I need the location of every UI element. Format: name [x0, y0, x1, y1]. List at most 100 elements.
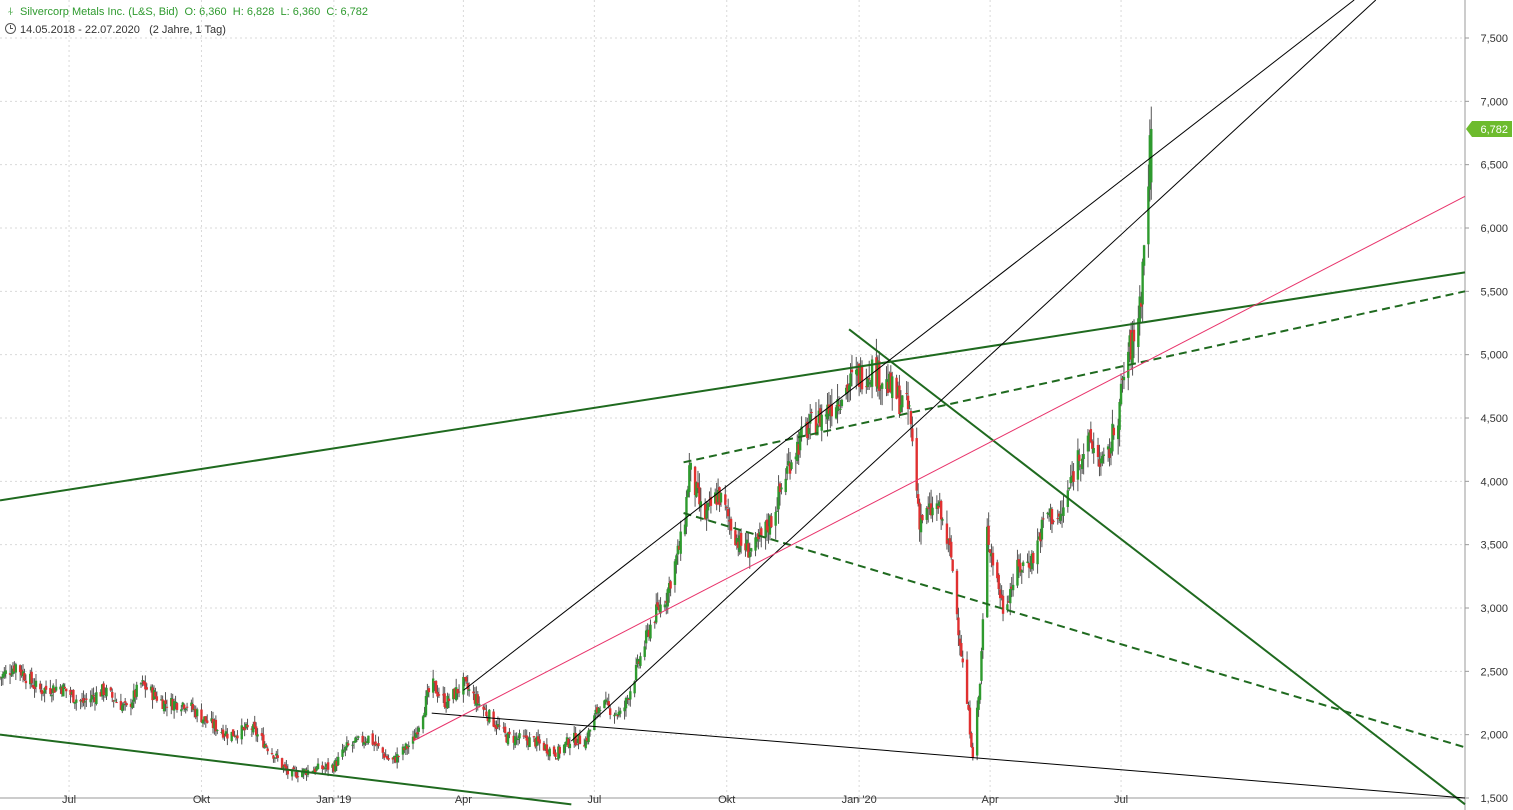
candle-body: [794, 456, 798, 460]
candle: [547, 749, 550, 761]
candle-body: [814, 416, 818, 435]
candle-body: [453, 688, 456, 699]
candle: [980, 647, 983, 685]
candle: [827, 391, 831, 421]
candle: [564, 741, 567, 754]
candle: [908, 400, 911, 410]
candle-body: [552, 746, 556, 755]
candle: [411, 730, 415, 750]
candle-body: [614, 713, 618, 715]
candle-body: [312, 770, 315, 773]
trendline: [463, 0, 1355, 691]
candle: [787, 448, 790, 467]
candle: [183, 703, 186, 712]
candle-body: [998, 589, 1002, 599]
candle: [285, 760, 288, 776]
candle-body: [286, 768, 290, 775]
candle: [125, 702, 128, 707]
candle-body: [395, 754, 399, 763]
candle: [1060, 500, 1064, 528]
candle-body: [634, 664, 638, 681]
candle: [466, 675, 469, 696]
candle-body: [699, 501, 703, 508]
candle-body: [403, 747, 406, 751]
candle: [764, 520, 767, 550]
candle-body: [151, 687, 154, 701]
candle-body: [43, 688, 46, 694]
candle: [203, 716, 206, 725]
candle-body: [64, 688, 68, 692]
candle: [1138, 285, 1141, 336]
candle: [950, 535, 953, 560]
candle-body: [947, 538, 950, 540]
candle-body: [194, 709, 197, 718]
candle-body: [988, 549, 992, 553]
x-tick-label: Jan '19: [316, 794, 351, 806]
candle: [1019, 553, 1022, 577]
candle: [967, 701, 970, 711]
candle-body: [351, 744, 354, 746]
candle-body: [679, 531, 682, 554]
candle: [513, 732, 517, 749]
candle: [649, 619, 652, 642]
candle-body: [335, 761, 338, 767]
candle: [488, 709, 491, 724]
candle-body: [557, 746, 560, 760]
candle-body: [534, 738, 537, 747]
candle: [714, 488, 717, 504]
candle: [165, 699, 169, 717]
candle: [706, 501, 710, 521]
candle-body: [1070, 475, 1074, 483]
candle-body: [656, 602, 659, 607]
candle-body: [191, 703, 195, 710]
candle: [1079, 464, 1082, 482]
candle-body: [764, 521, 767, 538]
candle-body: [263, 743, 266, 748]
candle: [111, 688, 114, 703]
candle: [738, 530, 741, 555]
candle-body: [1036, 540, 1039, 565]
candle-body: [204, 716, 207, 722]
candle: [39, 680, 42, 693]
candle-body: [1122, 376, 1126, 381]
candle: [372, 741, 376, 752]
candle: [344, 746, 347, 757]
candle: [371, 730, 374, 747]
candle-body: [39, 683, 42, 690]
candle-body: [447, 698, 451, 702]
candle-body: [816, 425, 819, 436]
candle-body: [698, 487, 701, 505]
candle: [1029, 555, 1032, 572]
candle: [498, 717, 501, 731]
candle: [606, 697, 609, 705]
candle-body: [62, 684, 65, 697]
candle-body: [765, 519, 769, 531]
candle-body: [90, 694, 94, 700]
candle: [1131, 320, 1134, 376]
candle: [364, 736, 367, 746]
candle: [737, 530, 740, 557]
candle: [804, 417, 808, 436]
candle: [206, 714, 209, 724]
candle-body: [1099, 458, 1103, 464]
candle-body: [921, 514, 924, 521]
candle: [588, 729, 592, 737]
chart-header-instrument: ⍭ Silvercorp Metals Inc. (L&S, Bid) O: 6,…: [5, 6, 368, 19]
candles: [0, 106, 1153, 783]
candle: [95, 686, 98, 706]
candle-body: [161, 699, 164, 709]
candle-body: [739, 532, 743, 546]
candle: [4, 665, 7, 679]
candle-body: [617, 711, 621, 716]
candle-body: [273, 757, 277, 759]
candle-body: [1021, 562, 1025, 567]
candle: [13, 661, 16, 674]
candle-body: [1118, 401, 1121, 430]
candle: [846, 375, 849, 403]
candle-body: [125, 703, 128, 706]
candle: [424, 690, 428, 718]
candle-body: [896, 386, 900, 396]
candle: [945, 510, 949, 550]
candle: [619, 707, 622, 718]
